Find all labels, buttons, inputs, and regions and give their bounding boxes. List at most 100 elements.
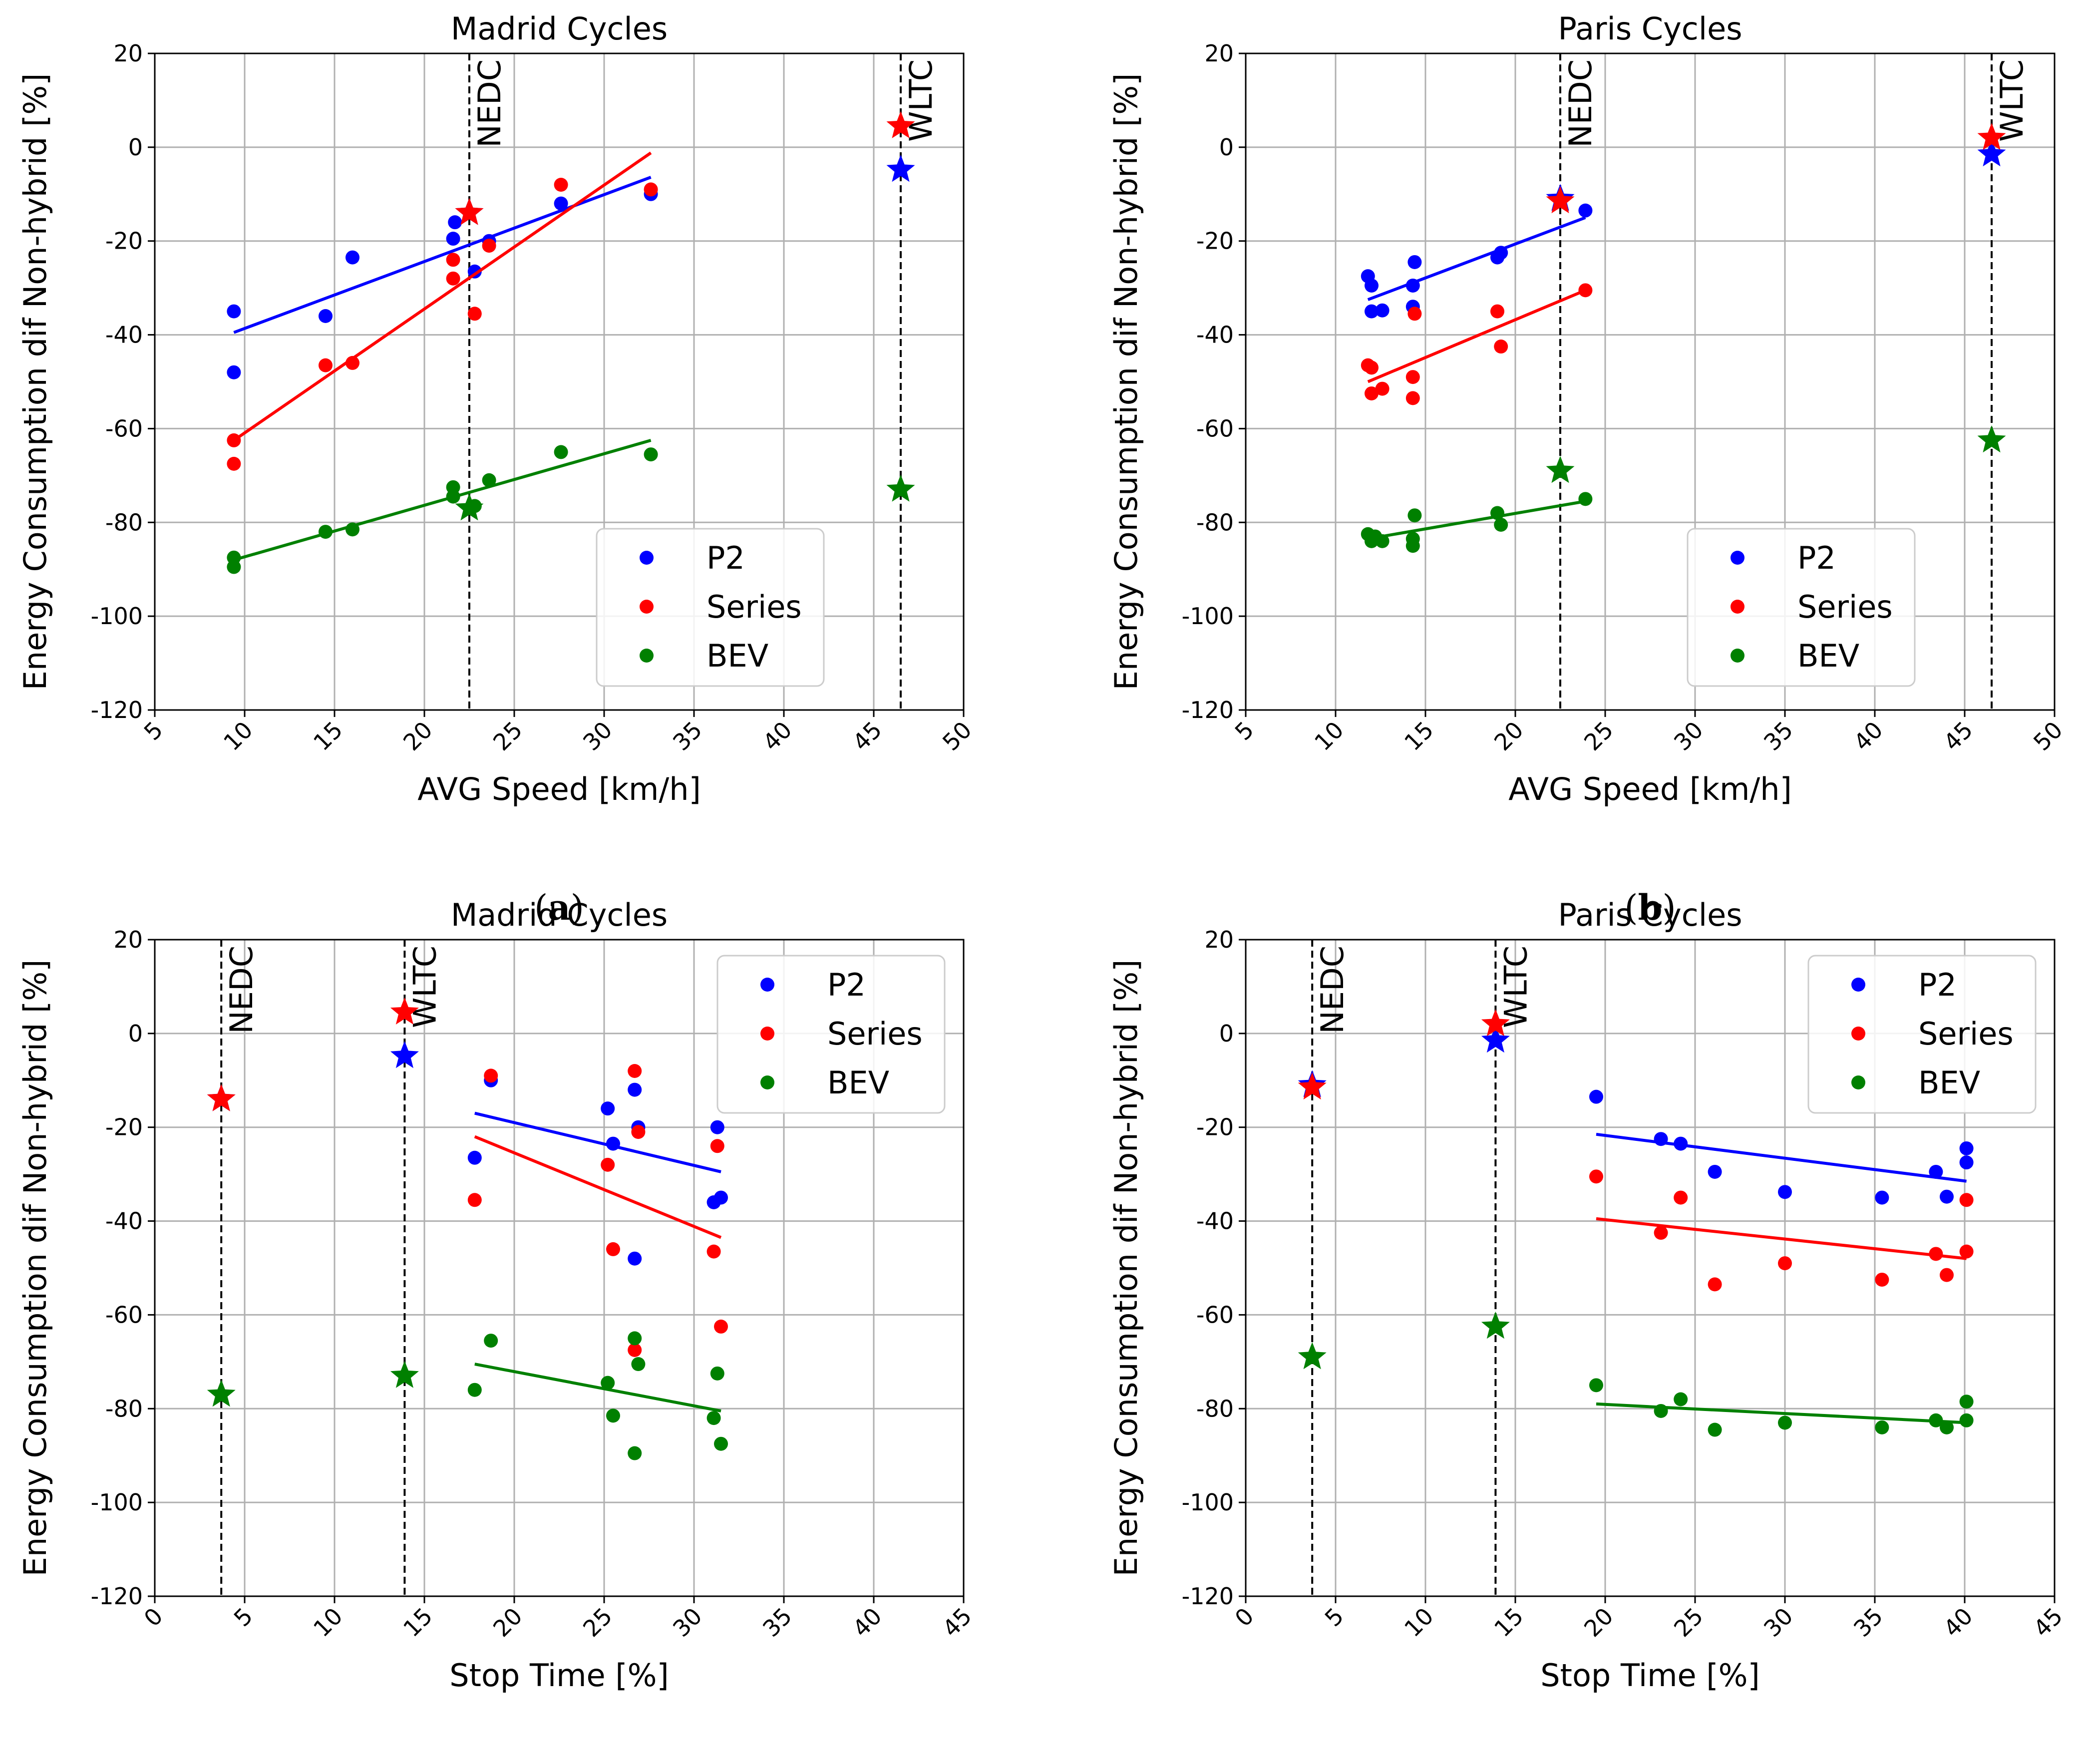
x-tick-label: 50 <box>2028 716 2068 756</box>
legend-label: Series <box>827 1016 923 1052</box>
x-tick-label: 30 <box>668 1602 707 1642</box>
fit-line-p2 <box>1596 1132 1967 1183</box>
data-point-p2 <box>1940 1189 1954 1204</box>
x-axis-label: AVG Speed [km/h] <box>417 771 701 807</box>
x-axis-label: Stop Time [%] <box>449 1657 669 1694</box>
data-point-p2 <box>346 250 359 265</box>
star-marker-bev <box>1546 456 1575 483</box>
data-point-series <box>1490 304 1504 319</box>
y-tick-label: -100 <box>1182 603 1234 630</box>
y-tick-label: -100 <box>91 1489 143 1516</box>
data-point-series <box>644 182 658 197</box>
data-point-series <box>1589 1169 1603 1184</box>
data-point-series <box>484 1068 498 1083</box>
data-point-series <box>319 358 333 372</box>
data-point-series <box>1654 1226 1668 1240</box>
data-point-series <box>1405 391 1420 405</box>
data-point-series <box>467 1193 482 1207</box>
data-point-series <box>1875 1272 1889 1287</box>
legend-label: Series <box>706 589 802 625</box>
star-marker-series <box>455 198 484 225</box>
data-point-bev <box>1578 492 1593 506</box>
data-point-series <box>446 253 460 267</box>
data-point-bev <box>1674 1392 1688 1407</box>
data-point-series <box>1365 360 1379 375</box>
x-tick-label: 30 <box>578 716 618 756</box>
legend-marker-bev <box>1851 1075 1865 1089</box>
data-point-p2 <box>606 1136 620 1151</box>
legend: P2 Series BEV <box>716 955 946 1114</box>
y-tick-label: -20 <box>1196 1114 1234 1141</box>
x-tick-label: 50 <box>937 716 977 756</box>
x-tick-label: 5 <box>229 1602 258 1632</box>
y-axis-label: Energy Consumption dif Non-hybrid [%] <box>17 960 53 1577</box>
y-tick-label: -60 <box>105 1301 143 1328</box>
reference-line-label: WLTC <box>1497 946 1534 1028</box>
data-point-bev <box>1375 534 1390 548</box>
data-point-p2 <box>714 1190 728 1205</box>
x-tick-label: 35 <box>757 1602 797 1642</box>
chart-title: Madrid Cycles <box>451 10 668 47</box>
y-tick-label: -20 <box>1196 228 1234 255</box>
legend-box <box>716 955 946 1114</box>
x-tick-label: 45 <box>937 1602 977 1642</box>
legend-marker-p2 <box>1731 551 1744 565</box>
x-tick-label: 35 <box>1758 716 1798 756</box>
star-marker-bev <box>455 493 484 521</box>
x-tick-label: 25 <box>1669 1602 1709 1642</box>
y-tick-label: -120 <box>91 1583 143 1610</box>
star-marker-series <box>1481 1009 1510 1037</box>
x-tick-label: 20 <box>1579 1602 1619 1642</box>
data-point-p2 <box>1494 246 1508 260</box>
data-point-p2 <box>1778 1185 1792 1199</box>
data-point-series <box>1959 1244 1974 1259</box>
fit-line-series <box>474 1135 722 1239</box>
x-tick-label: 0 <box>139 1602 168 1632</box>
data-point-bev <box>446 489 460 504</box>
star-marker-p2 <box>1977 139 2006 167</box>
reference-line-label: NEDC <box>1314 946 1351 1034</box>
panel-caption: (a) <box>534 887 584 928</box>
y-tick-label: 0 <box>128 134 143 161</box>
star-marker-series <box>886 111 915 138</box>
data-point-p2 <box>1578 203 1593 218</box>
x-tick-label: 15 <box>1399 716 1439 756</box>
legend-label: Series <box>1918 1016 2014 1052</box>
legend-label: BEV <box>1797 638 1859 674</box>
data-point-bev <box>467 1383 482 1397</box>
star-marker-p2 <box>1481 1025 1510 1053</box>
data-point-p2 <box>1589 1089 1603 1104</box>
y-tick-label: 20 <box>1204 40 1234 67</box>
x-tick-label: 15 <box>308 716 348 756</box>
x-tick-label: 5 <box>139 716 168 745</box>
data-point-p2 <box>1674 1136 1688 1151</box>
data-point-p2 <box>1405 278 1420 293</box>
legend-marker-p2 <box>640 551 654 565</box>
data-point-series <box>1940 1268 1954 1282</box>
star-marker-series <box>1546 186 1575 214</box>
legend: P2 Series BEV <box>596 528 825 687</box>
data-point-bev <box>1940 1420 1954 1434</box>
data-point-p2 <box>601 1101 615 1116</box>
data-point-bev <box>631 1357 646 1372</box>
legend-marker-bev <box>1731 649 1744 663</box>
data-point-series <box>1494 340 1508 354</box>
data-point-series <box>1405 370 1420 384</box>
data-point-p2 <box>467 1150 482 1165</box>
x-tick-label: 35 <box>668 716 707 756</box>
x-tick-label: 30 <box>1669 716 1709 756</box>
y-tick-label: -40 <box>1196 322 1234 349</box>
plot-frame <box>154 939 965 1597</box>
y-tick-label: -120 <box>1182 697 1234 723</box>
data-point-bev <box>554 445 568 459</box>
data-point-bev <box>1708 1422 1722 1437</box>
data-point-series <box>346 355 359 370</box>
data-point-p2 <box>1708 1164 1722 1179</box>
star-marker-series <box>207 1084 236 1111</box>
legend-label: P2 <box>1797 540 1836 576</box>
data-point-bev <box>1959 1413 1974 1427</box>
legend-marker-series <box>1851 1027 1865 1041</box>
data-point-bev <box>484 1334 498 1348</box>
data-point-p2 <box>227 365 241 379</box>
